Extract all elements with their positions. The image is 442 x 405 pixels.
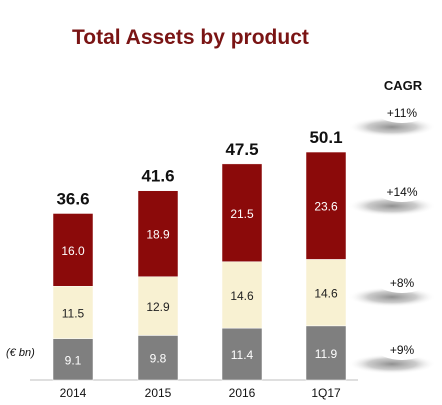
unit-label: (€ bn) [6,347,35,359]
cagr-value-label: +9% [390,343,415,357]
segment-value-label: 23.6 [314,200,338,214]
segment-value-label: 18.9 [146,228,170,242]
cagr-value-label: +11% [387,106,417,120]
bar-segment [52,338,94,381]
cagr-value-label: +14% [386,185,417,199]
segment-value-label: 14.6 [314,287,338,301]
x-tick-label: 2015 [145,386,172,400]
cagr-bubble-shadow [348,354,436,374]
bar-segment [52,286,94,339]
cagr-bubble-shadow [348,117,436,137]
segment-value-label: 11.9 [315,347,338,361]
cagr-group: +11% +14% +8% +9% [348,101,436,374]
bar-total-label: 47.5 [225,140,258,159]
bars-group: 9.1 11.5 16.0 36.6 2014 9.8 12.9 18.9 41.6 2015 11… [52,128,347,400]
bar-segment [221,163,263,262]
cagr-header: CAGR [384,78,423,93]
x-tick-label: 1Q17 [311,386,341,400]
chart-title: Total Assets by product [72,26,309,49]
bar-total-label: 36.6 [56,189,89,208]
segment-value-label: 9.8 [150,352,167,366]
cagr-bubble [377,338,427,360]
bar-segment [305,259,347,327]
bar-segment [52,213,94,287]
bar-segment [221,327,263,381]
segment-value-label: 21.5 [230,207,254,221]
x-tick-label: 2016 [229,386,256,400]
bar-segment [305,151,347,260]
x-tick-label: 2014 [60,386,87,400]
bar-segment [137,276,179,336]
segment-value-label: 11.5 [62,306,85,320]
bar-total-label: 50.1 [309,128,342,147]
cagr-bubble [377,101,427,123]
bar-segment [137,190,179,277]
bar-segment [221,261,263,329]
segment-value-label: 9.1 [65,353,82,367]
cagr-bubble-shadow [348,196,436,216]
cagr-bubble-shadow [348,287,436,307]
bar-segment [137,335,179,381]
segment-value-label: 16.0 [61,244,85,258]
cagr-bubble [377,180,427,202]
bar-segment [305,325,347,381]
cagr-value-label: +8% [390,276,415,290]
segment-value-label: 12.9 [146,300,170,314]
bar-total-label: 41.6 [141,167,174,186]
segment-value-label: 14.6 [230,289,254,303]
segment-value-label: 11.4 [231,348,254,362]
cagr-bubble [377,271,427,293]
